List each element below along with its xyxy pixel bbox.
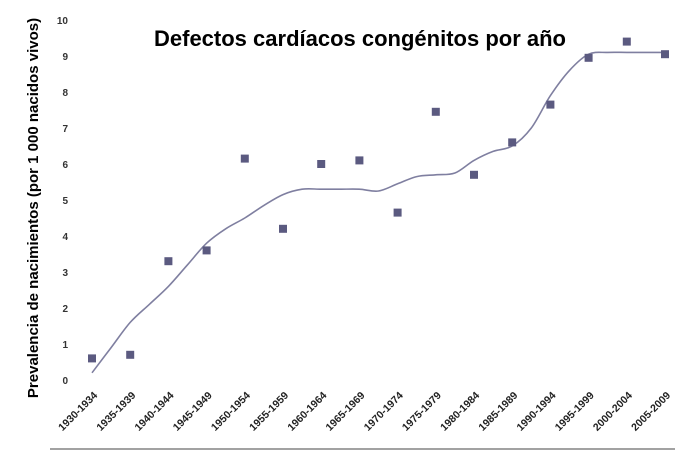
x-tick-label: 1980-1984 <box>438 390 482 434</box>
x-tick-label: 1940-1944 <box>133 390 177 434</box>
chart-title: Defectos cardíacos congénitos por año <box>154 26 566 51</box>
y-tick-label: 10 <box>57 16 69 27</box>
x-tick-label: 1965-1969 <box>324 390 368 434</box>
x-tick-label: 2000-2004 <box>591 390 635 434</box>
x-tick-label: 1990-1994 <box>515 390 559 434</box>
y-axis-label: Prevalencia de nacimientos (por 1 000 na… <box>25 18 42 398</box>
data-point <box>279 224 287 233</box>
data-point <box>622 37 631 46</box>
y-tick-label: 3 <box>62 268 68 279</box>
x-tick-label: 1995-1999 <box>553 390 597 434</box>
x-tick-label: 1950-1954 <box>209 390 253 434</box>
y-tick-label: 0 <box>62 376 68 387</box>
data-point <box>317 160 326 168</box>
data-point <box>240 154 249 163</box>
data-point <box>393 208 402 217</box>
x-tick-label: 1960-1964 <box>285 390 329 434</box>
y-tick-label: 8 <box>62 88 68 99</box>
data-points <box>88 37 669 363</box>
trend-line <box>91 51 666 374</box>
y-tick-label: 5 <box>62 196 68 207</box>
x-tick-label: 1930-1934 <box>56 390 100 434</box>
x-tick-label: 1985-1989 <box>476 390 520 434</box>
x-tick-label: 1955-1959 <box>247 390 291 434</box>
data-point <box>470 170 478 179</box>
x-tick-label: 2005-2009 <box>629 390 673 434</box>
data-point <box>126 350 135 359</box>
y-tick-label: 9 <box>62 52 68 63</box>
data-point <box>355 156 364 165</box>
x-tick-label: 1970-1974 <box>362 390 406 434</box>
data-point <box>508 138 517 147</box>
x-ticks: 1930-19341935-19391940-19441945-19491950… <box>56 390 673 434</box>
y-tick-label: 4 <box>62 232 68 243</box>
x-tick-label: 1945-1949 <box>171 390 215 434</box>
data-point <box>164 257 173 266</box>
data-point <box>661 50 669 59</box>
y-ticks: 0 1 2 3 4 5 6 7 8 9 10 <box>57 16 69 387</box>
data-point <box>88 354 96 363</box>
data-point <box>584 53 593 62</box>
x-tick-label: 1975-1979 <box>400 390 444 434</box>
data-point <box>431 107 440 116</box>
x-tick-label: 1935-1939 <box>94 390 138 434</box>
y-tick-label: 6 <box>62 160 68 171</box>
data-point <box>546 100 555 109</box>
y-tick-label: 2 <box>62 304 68 315</box>
data-point <box>202 246 211 255</box>
y-tick-label: 1 <box>62 340 68 351</box>
y-tick-label: 7 <box>62 124 68 135</box>
